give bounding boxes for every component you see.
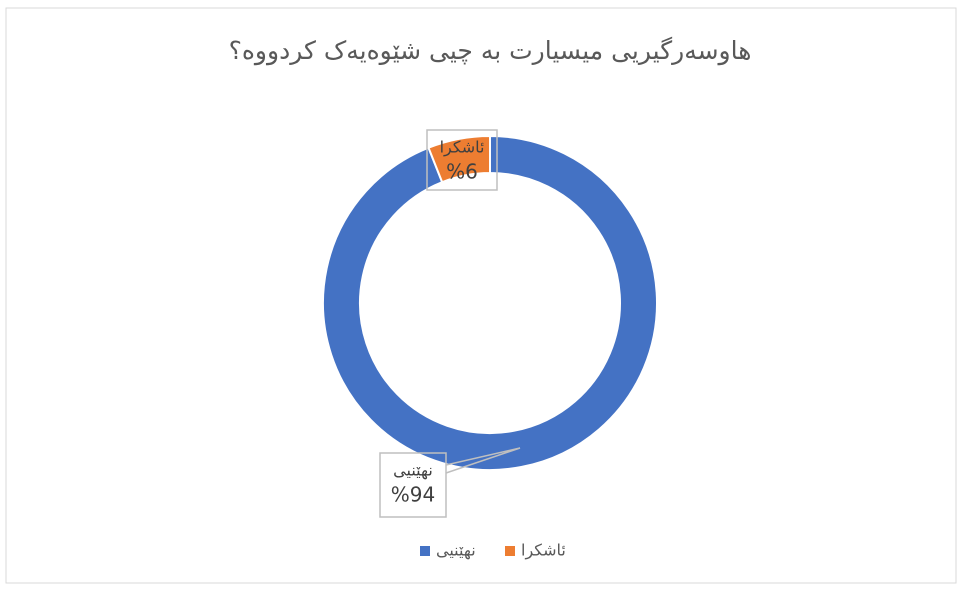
legend-swatch — [420, 546, 430, 556]
donut-slice — [427, 134, 491, 184]
data-label-value: %94 — [391, 483, 435, 507]
donut-slice — [322, 134, 658, 471]
data-label-value: %6 — [446, 160, 478, 184]
leader-line — [445, 447, 521, 474]
legend-label: ئاشکرا — [521, 541, 566, 561]
data-label-category: نهێنیی — [393, 461, 433, 481]
data-label-box — [379, 452, 447, 518]
data-label-box — [426, 129, 498, 191]
chart-title: هاوسەرگیریی میسیارت بە چیی شێوەیەک کردوو… — [229, 36, 752, 66]
chart-border — [5, 7, 957, 584]
legend-swatch — [505, 546, 515, 556]
data-label-category: ئاشکرا — [440, 138, 485, 158]
legend-label: نهێنیی — [436, 541, 476, 561]
